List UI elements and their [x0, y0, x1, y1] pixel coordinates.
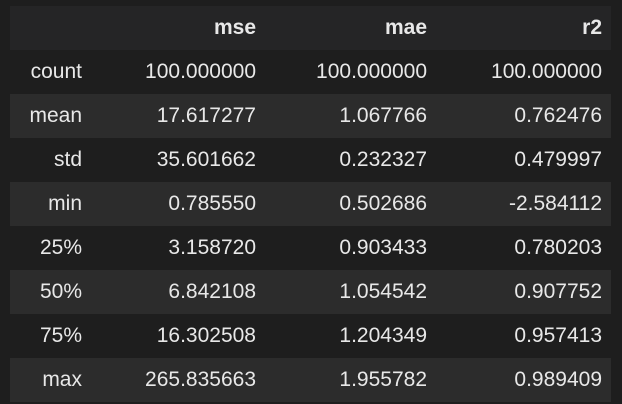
stats-table: mse mae r2 count 100.000000 100.000000 1…	[10, 6, 611, 402]
cell-mae: 0.903433	[265, 226, 436, 270]
cell-mse: 16.302508	[91, 314, 265, 358]
describe-output: mse mae r2 count 100.000000 100.000000 1…	[10, 6, 611, 402]
table-row: 50% 6.842108 1.054542 0.907752	[10, 270, 611, 314]
cell-mse: 6.842108	[91, 270, 265, 314]
column-header-r2: r2	[436, 6, 611, 50]
column-header-mae: mae	[265, 6, 436, 50]
cell-r2: -2.584112	[436, 182, 611, 226]
cell-mae: 1.955782	[265, 358, 436, 402]
column-header-mse: mse	[91, 6, 265, 50]
header-row: mse mae r2	[10, 6, 611, 50]
table-row: std 35.601662 0.232327 0.479997	[10, 138, 611, 182]
row-label: max	[10, 358, 91, 402]
cell-r2: 0.762476	[436, 94, 611, 138]
cell-mae: 100.000000	[265, 50, 436, 94]
table-row: min 0.785550 0.502686 -2.584112	[10, 182, 611, 226]
cell-r2: 0.907752	[436, 270, 611, 314]
cell-mae: 1.054542	[265, 270, 436, 314]
cell-mae: 0.232327	[265, 138, 436, 182]
cell-mse: 0.785550	[91, 182, 265, 226]
table-row: 25% 3.158720 0.903433 0.780203	[10, 226, 611, 270]
cell-mse: 100.000000	[91, 50, 265, 94]
row-label: min	[10, 182, 91, 226]
cell-r2: 0.479997	[436, 138, 611, 182]
cell-r2: 0.957413	[436, 314, 611, 358]
cell-mse: 35.601662	[91, 138, 265, 182]
row-label: std	[10, 138, 91, 182]
row-label: 50%	[10, 270, 91, 314]
row-label: count	[10, 50, 91, 94]
cell-mse: 265.835663	[91, 358, 265, 402]
row-label: mean	[10, 94, 91, 138]
cell-mae: 1.204349	[265, 314, 436, 358]
table-row: count 100.000000 100.000000 100.000000	[10, 50, 611, 94]
cell-mse: 17.617277	[91, 94, 265, 138]
row-label: 75%	[10, 314, 91, 358]
cell-r2: 0.989409	[436, 358, 611, 402]
cell-mae: 1.067766	[265, 94, 436, 138]
cell-mae: 0.502686	[265, 182, 436, 226]
cell-r2: 100.000000	[436, 50, 611, 94]
table-row: mean 17.617277 1.067766 0.762476	[10, 94, 611, 138]
table-row: 75% 16.302508 1.204349 0.957413	[10, 314, 611, 358]
row-label: 25%	[10, 226, 91, 270]
index-header	[10, 6, 91, 50]
cell-mse: 3.158720	[91, 226, 265, 270]
cell-r2: 0.780203	[436, 226, 611, 270]
table-row: max 265.835663 1.955782 0.989409	[10, 358, 611, 402]
